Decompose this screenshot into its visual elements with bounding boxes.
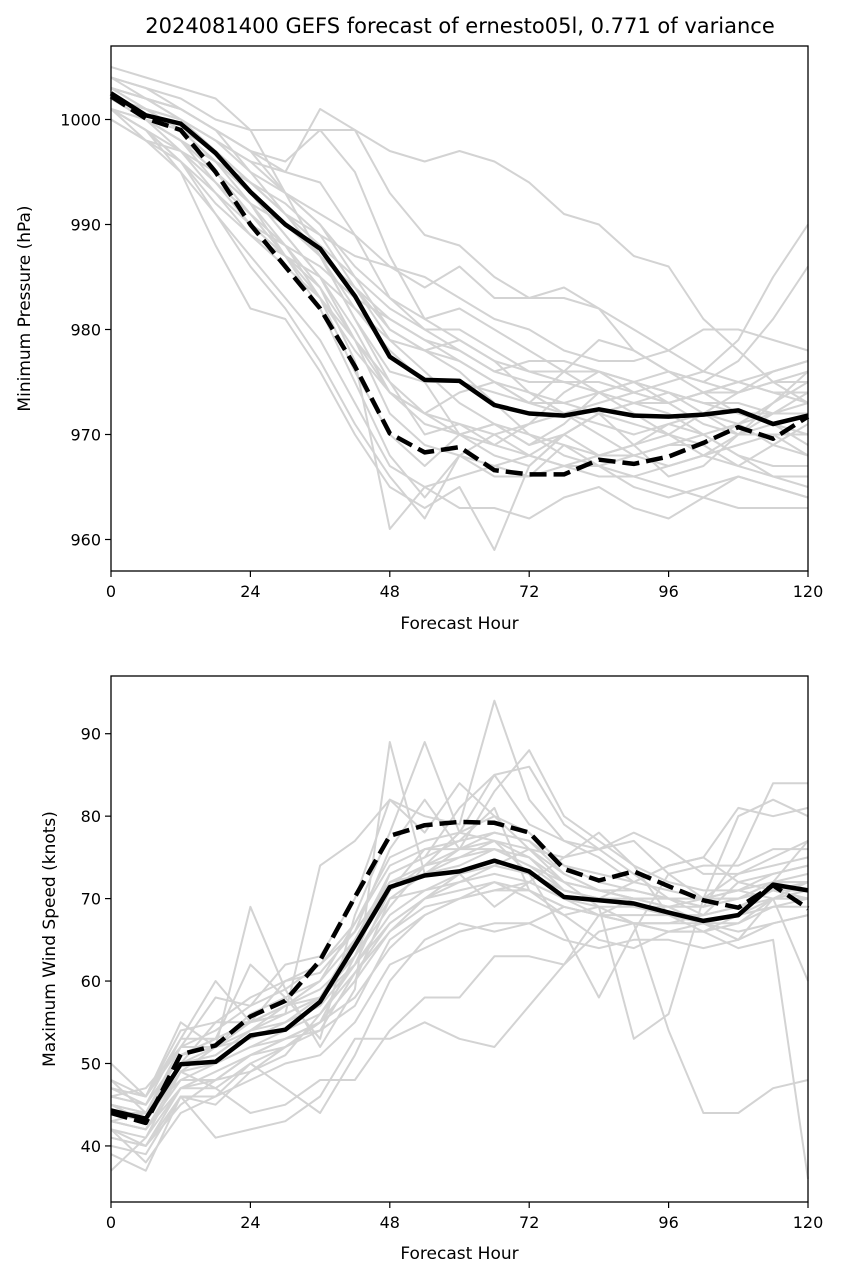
wind-member-line-4 xyxy=(110,782,809,1098)
wind-x-tick-label: 24 xyxy=(240,1213,260,1232)
wind-member-line-23 xyxy=(110,831,808,1106)
pressure-member-line-24 xyxy=(110,97,808,415)
wind-summary-lines xyxy=(110,819,810,1126)
pressure-y-tick-label: 960 xyxy=(70,531,101,550)
wind-y-axis-label: Maximum Wind Speed (knots) xyxy=(40,811,60,1067)
wind-member-line-20 xyxy=(110,914,809,1147)
wind-x-tick-label: 48 xyxy=(380,1213,400,1232)
wind-member-line-10 xyxy=(110,798,809,1156)
wind-member-line-18 xyxy=(110,848,809,1098)
pressure-member-line-13 xyxy=(110,108,808,551)
wind-member-line-24 xyxy=(110,889,808,1139)
wind-member-line-3 xyxy=(110,699,809,1106)
wind-axes-frame xyxy=(110,675,809,1203)
pressure-x-axis-label: Forecast Hour xyxy=(400,614,518,634)
pressure-x-tick-label: 48 xyxy=(380,582,400,601)
wind-member-line-22 xyxy=(110,872,809,1114)
pressure-member-line-17 xyxy=(110,118,809,436)
wind-member-line-27 xyxy=(110,881,809,1131)
pressure-member-line-10 xyxy=(110,97,808,509)
pressure-x-tick-label: 120 xyxy=(793,582,824,601)
wind-y-ticks: 40 50 60 70 80 90 xyxy=(81,725,111,1156)
pressure-solid-summary-line xyxy=(109,91,809,427)
wind-member-line-12 xyxy=(110,897,809,1172)
pressure-x-tick-label: 0 xyxy=(106,582,116,601)
wind-member-line-6 xyxy=(110,773,809,1123)
pressure-x-tick-label: 24 xyxy=(240,582,260,601)
pressure-x-tick-label: 72 xyxy=(519,582,539,601)
wind-member-line-2 xyxy=(110,741,808,1114)
wind-y-tick-label: 60 xyxy=(81,972,101,991)
pressure-member-line-15 xyxy=(110,108,809,520)
wind-x-tick-label: 0 xyxy=(106,1213,116,1232)
pressure-member-lines xyxy=(110,66,809,551)
pressure-x-tick-label: 96 xyxy=(658,582,678,601)
pressure-member-line-16 xyxy=(110,118,808,415)
wind-member-line-8 xyxy=(110,831,808,1147)
pressure-member-line-21 xyxy=(110,97,808,530)
wind-y-tick-label: 90 xyxy=(81,725,101,744)
pressure-member-line-3 xyxy=(110,76,809,404)
pressure-member-line-18 xyxy=(110,87,809,499)
wind-x-ticks: 0 24 48 72 96 120 xyxy=(106,1202,823,1232)
wind-member-line-11 xyxy=(110,922,809,1172)
wind-x-tick-label: 120 xyxy=(793,1213,824,1232)
pressure-axes-frame xyxy=(110,45,809,572)
pressure-y-axis-label: Minimum Pressure (hPa) xyxy=(15,205,35,411)
pressure-y-tick-label: 1000 xyxy=(60,111,101,130)
wind-solid-summary-line xyxy=(110,858,809,1121)
pressure-member-line-28 xyxy=(110,97,809,404)
wind-member-line-26 xyxy=(110,864,809,1098)
wind-member-lines xyxy=(110,699,809,1180)
wind-x-axis-label: Forecast Hour xyxy=(400,1244,518,1264)
wind-member-line-25 xyxy=(110,831,808,1123)
wind-member-line-9 xyxy=(110,831,808,1147)
pressure-y-tick-label: 970 xyxy=(70,426,101,445)
pressure-member-line-20 xyxy=(110,76,809,362)
wind-y-tick-label: 80 xyxy=(81,807,101,826)
pressure-y-tick-label: 990 xyxy=(70,216,101,235)
wind-member-line-14 xyxy=(110,881,809,1123)
pressure-summary-lines xyxy=(109,91,810,477)
pressure-y-ticks: 960 970 980 990 1000 xyxy=(60,111,111,550)
wind-y-tick-label: 40 xyxy=(81,1137,101,1156)
chart-title: 2024081400 GEFS forecast of ernesto05l, … xyxy=(145,14,775,38)
wind-y-tick-label: 50 xyxy=(81,1054,101,1073)
pressure-member-line-14 xyxy=(110,108,809,478)
pressure-x-ticks: 0 24 48 72 96 120 xyxy=(106,571,823,601)
wind-y-tick-label: 70 xyxy=(81,890,101,909)
wind-x-tick-label: 72 xyxy=(519,1213,539,1232)
pressure-member-line-2 xyxy=(110,76,809,446)
pressure-member-line-23 xyxy=(110,108,808,478)
pressure-y-tick-label: 980 xyxy=(70,321,101,340)
pressure-dashed-summary-line xyxy=(109,94,810,477)
pressure-member-line-27 xyxy=(110,97,809,415)
wind-x-tick-label: 96 xyxy=(658,1213,678,1232)
pressure-panel: 0 24 48 72 96 120 960 970 980 990 1000 Forecast H… xyxy=(15,45,823,634)
wind-dashed-summary-line xyxy=(110,819,810,1126)
